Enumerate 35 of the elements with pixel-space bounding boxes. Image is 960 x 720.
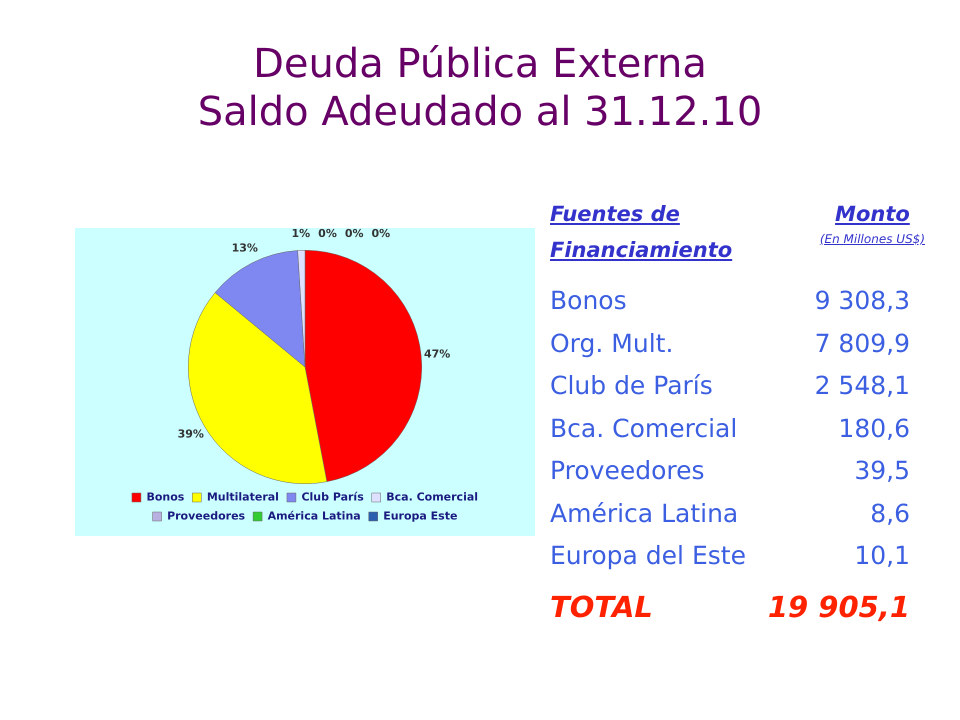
text: 0% <box>344 227 364 240</box>
data-label: 13% <box>232 242 258 255</box>
text: 0% <box>318 227 337 240</box>
text: 7 809,9 <box>814 328 910 358</box>
category-label: Org. Mult. <box>550 328 674 360</box>
legend-label: Bca. Comercial <box>386 490 478 504</box>
data-label: 39% <box>178 427 204 440</box>
legend-label: Club París <box>301 490 364 504</box>
chart-subtitle: Saldo Adeudado al 31.12.10 <box>196 88 764 136</box>
category-label: Bca. Comercial <box>550 412 738 444</box>
legend-label: América Latina <box>268 509 361 522</box>
text: TOTAL <box>550 590 653 624</box>
legend-label: Bonos <box>146 490 185 504</box>
legend-label: Europa Este <box>383 509 458 522</box>
text: 39,5 <box>854 456 910 485</box>
category-label: América Latina <box>550 498 738 530</box>
chart-title: Deuda Pública Externa <box>252 40 708 88</box>
text: 180,6 <box>838 414 910 442</box>
data-label: 47% <box>424 347 450 360</box>
category-label: Europa del Este <box>550 540 746 572</box>
text: 2 548,1 <box>814 371 910 400</box>
text: Fuentes de Financiamiento <box>550 201 734 264</box>
category-label: Bonos <box>550 285 627 317</box>
category-label: Proveedores <box>550 455 705 487</box>
text: 10,1 <box>854 541 910 570</box>
legend-label: Multilateral <box>206 490 279 504</box>
text: (En Millones US$) <box>820 232 925 246</box>
data-label: 1% <box>291 227 310 240</box>
legend-label: Proveedores <box>167 509 246 522</box>
text: 0% <box>372 227 390 240</box>
text: Monto <box>834 201 911 228</box>
category-label: Club de París <box>550 370 713 402</box>
text: 9 308,3 <box>814 286 910 315</box>
text: 8,6 <box>870 498 910 528</box>
text: 19 905,1 <box>768 590 910 624</box>
